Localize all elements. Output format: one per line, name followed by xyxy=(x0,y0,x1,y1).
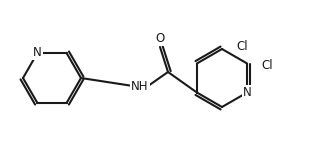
Text: Cl: Cl xyxy=(261,59,273,72)
Text: NH: NH xyxy=(131,80,149,93)
Text: Cl: Cl xyxy=(236,40,248,54)
Text: N: N xyxy=(33,46,42,59)
Text: O: O xyxy=(156,33,165,45)
Text: N: N xyxy=(243,86,252,99)
